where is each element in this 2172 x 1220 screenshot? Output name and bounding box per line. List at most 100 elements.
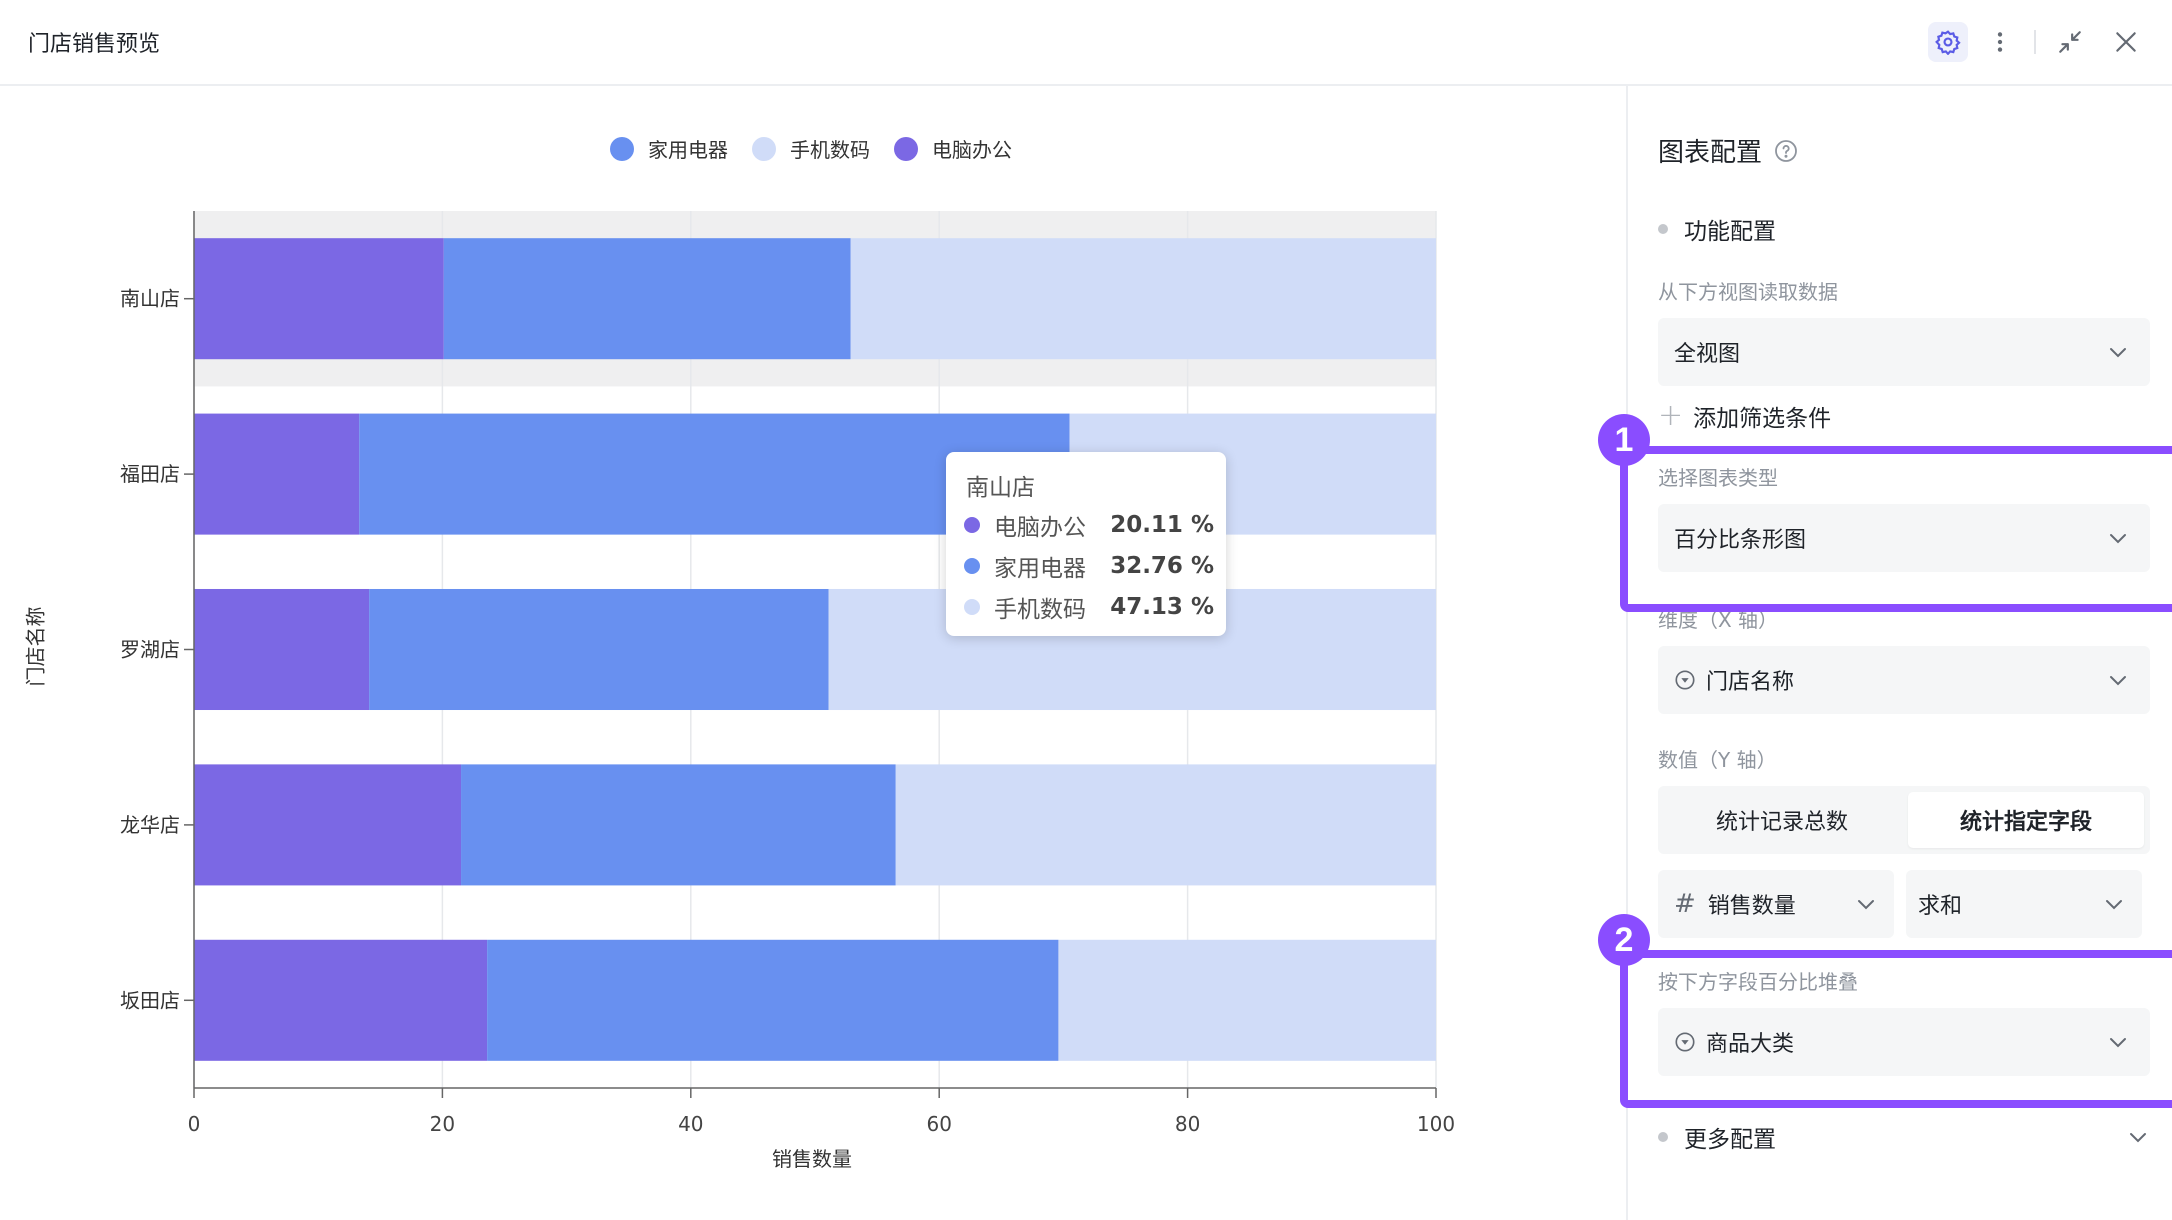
tooltip-marker [964, 558, 980, 574]
gear-icon[interactable] [1928, 22, 1968, 62]
chevron-down-icon [2110, 676, 2126, 686]
chart-legend: 家用电器 手机数码 电脑办公 [610, 134, 1036, 163]
chevron-down-icon [2110, 348, 2126, 358]
help-icon[interactable] [1774, 139, 1798, 163]
x-tick-label: 0 [188, 1112, 201, 1136]
legend-marker [610, 136, 634, 161]
select-value: 商品大类 [1706, 1032, 1795, 1057]
window-header: 门店销售预览 [0, 0, 2172, 86]
annotation-box-2 [1620, 950, 2172, 1108]
chevron-down-icon [2106, 900, 2122, 910]
window-title: 门店销售预览 [28, 32, 161, 57]
chevron-down-icon [2110, 534, 2126, 544]
tab-specific-field[interactable]: 统计指定字段 [1908, 792, 2144, 848]
tooltip-marker [964, 517, 980, 533]
bar-segment [194, 413, 360, 535]
x-tick-label: 20 [430, 1112, 455, 1136]
legend-label: 电脑办公 [932, 138, 1012, 162]
tooltip-value: 47.13 % [1110, 594, 1214, 620]
value-mode-segmented: 统计记录总数 统计指定字段 [1658, 786, 2150, 854]
annotation-badge-2: 2 [1598, 914, 1650, 966]
chart-tooltip: 南山店 电脑办公 20.11 % 家用电器 32.76 % 手机数码 47.13… [946, 452, 1226, 636]
section-label: 更多配置 [1684, 1127, 1776, 1153]
x-tick-label: 40 [678, 1112, 703, 1136]
chart-config-panel: 图表配置 功能配置 从下方视图读取数据 全视图 + 添加筛选条件 选择图表类型 … [1626, 86, 2172, 1220]
annotation-badge-1: 1 [1598, 414, 1650, 466]
x-tick-label: 80 [1175, 1112, 1200, 1136]
chevron-down-icon [1858, 900, 1874, 910]
bar-segment [369, 588, 829, 711]
add-filter-label: 添加筛选条件 [1693, 405, 1832, 432]
chart-type-select[interactable]: 百分比条形图 [1658, 504, 2150, 572]
panel-title-text: 图表配置 [1658, 138, 1763, 168]
add-filter-button[interactable]: + 添加筛选条件 [1658, 398, 1831, 433]
bar-segment [850, 238, 1436, 360]
chevron-down-icon [2110, 1038, 2126, 1048]
aggregate-select[interactable]: 求和 [1906, 870, 2142, 938]
panel-title: 图表配置 [1658, 132, 1798, 169]
select-value: 百分比条形图 [1674, 528, 1807, 553]
x-tick-label: 100 [1417, 1112, 1455, 1136]
number-field-icon: # [1674, 889, 1696, 919]
y-axis-title: 门店名称 [23, 606, 48, 687]
chevron-down-icon [2130, 1133, 2146, 1143]
select-value: 销售数量 [1707, 894, 1796, 919]
tooltip-value: 32.76 % [1110, 553, 1214, 579]
dimension-label: 维度（X 轴） [1658, 608, 1779, 632]
legend-item-appliances[interactable]: 家用电器 [610, 134, 728, 163]
tooltip-series-name: 手机数码 [994, 597, 1086, 623]
chart-area: 家用电器 手机数码 电脑办公 0 20 40 60 80 100 南山店 福田店 罗湖店 龙华店坂… [0, 86, 1626, 1220]
value-label: 数值（Y 轴） [1658, 748, 1777, 772]
data-source-select[interactable]: 全视图 [1658, 318, 2150, 386]
bar-segment [487, 939, 1059, 1061]
section-bullet [1658, 1132, 1668, 1142]
tab-count-records[interactable]: 统计记录总数 [1715, 810, 1848, 835]
bar-segment [1058, 939, 1436, 1061]
x-axis-title: 销售数量 [772, 1147, 852, 1171]
legend-label: 家用电器 [648, 138, 728, 162]
plus-icon: + [1658, 398, 1684, 433]
tooltip-value: 20.11 % [1110, 512, 1214, 538]
toolbar-divider [2034, 30, 2036, 54]
select-value: 求和 [1918, 894, 1963, 919]
bar-segment [194, 939, 488, 1061]
bar-segment [461, 764, 896, 886]
tooltip-title: 南山店 [966, 475, 1035, 501]
section-label: 功能配置 [1684, 219, 1776, 245]
y-tick-label: 坂田店 [120, 988, 180, 1012]
text-field-icon [1675, 670, 1695, 690]
tooltip-row: 电脑办公 20.11 % [964, 508, 1214, 542]
value-field-select[interactable]: # 销售数量 [1658, 870, 1894, 938]
bar-segment [194, 764, 462, 886]
legend-label: 手机数码 [790, 138, 870, 162]
collapse-icon[interactable] [2050, 22, 2090, 62]
section-more-config[interactable]: 更多配置 [1658, 1120, 2150, 1154]
select-value: 门店名称 [1706, 670, 1795, 695]
bar-segment [194, 238, 444, 360]
section-bullet [1658, 224, 1668, 234]
legend-marker [752, 136, 776, 161]
bar-segment [194, 588, 370, 711]
tooltip-series-name: 电脑办公 [994, 515, 1086, 541]
dimension-select[interactable]: 门店名称 [1658, 646, 2150, 714]
section-function-config[interactable]: 功能配置 [1658, 212, 1776, 246]
y-tick-label: 龙华店 [120, 813, 180, 837]
bar-segment [895, 764, 1436, 886]
stack-field-select[interactable]: 商品大类 [1658, 1008, 2150, 1076]
legend-item-computers[interactable]: 电脑办公 [894, 134, 1012, 163]
y-tick-label: 罗湖店 [120, 638, 180, 662]
tooltip-marker [964, 599, 980, 615]
bar-segment [443, 238, 851, 360]
close-icon[interactable] [2106, 22, 2146, 62]
select-value: 全视图 [1674, 342, 1741, 367]
tooltip-row: 家用电器 32.76 % [964, 549, 1214, 583]
text-field-icon [1675, 1032, 1695, 1052]
chart-type-label: 选择图表类型 [1658, 466, 1778, 490]
legend-item-phones[interactable]: 手机数码 [752, 134, 870, 163]
stack-field-label: 按下方字段百分比堆叠 [1658, 970, 1858, 994]
more-vertical-icon[interactable] [1980, 22, 2020, 62]
tooltip-series-name: 家用电器 [994, 556, 1086, 582]
y-tick-label: 福田店 [120, 462, 180, 486]
tooltip-row: 手机数码 47.13 % [964, 590, 1214, 624]
